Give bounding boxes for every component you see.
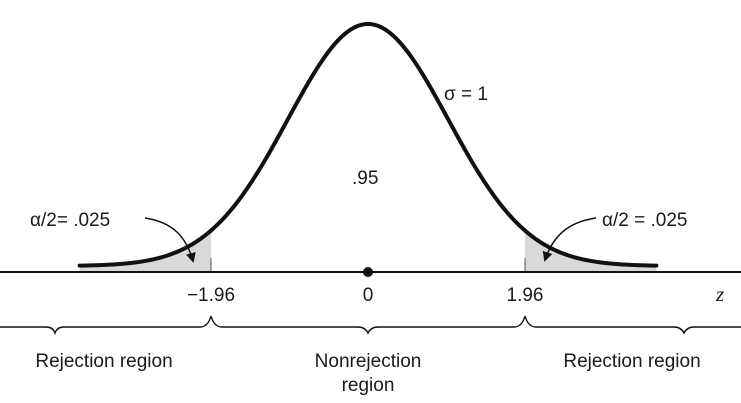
tick-label-left: −1.96 — [187, 285, 235, 306]
right-rejection-tail-shading — [525, 230, 657, 272]
mean-point — [363, 267, 373, 277]
middle-region-brace — [210, 315, 526, 335]
right-tail-area-label: α/2 = .025 — [602, 210, 687, 231]
normal-curve — [77, 21, 659, 268]
left-tail-arrow — [144, 217, 196, 263]
sigma-label: σ = 1 — [444, 84, 488, 105]
center-area-label: .95 — [352, 168, 378, 189]
axis-variable-label: z — [715, 282, 724, 306]
nonrejection-region-label-line1: Nonrejection — [315, 351, 422, 372]
left-rejection-region-label: Rejection region — [35, 351, 172, 372]
tick-label-right: 1.96 — [507, 285, 544, 306]
left-tail-area-label: α/2= .025 — [30, 210, 110, 231]
left-rejection-tail-shading — [79, 230, 211, 272]
right-region-brace — [524, 315, 741, 335]
nonrejection-region-label-line2: region — [342, 375, 395, 396]
left-region-brace — [0, 315, 212, 336]
right-tail-arrow — [542, 217, 597, 262]
right-rejection-region-label: Rejection region — [563, 351, 700, 372]
tick-label-center: 0 — [363, 285, 374, 306]
